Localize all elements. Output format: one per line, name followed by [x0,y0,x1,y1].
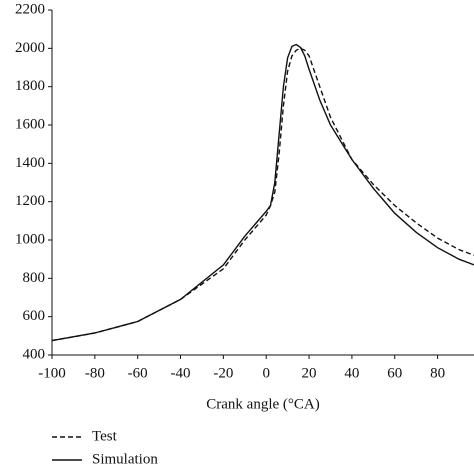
series-line [51,43,474,342]
x-tick-label: -20 [213,365,233,381]
x-tick-label: -60 [128,365,148,381]
y-tick-label: 2200 [15,1,45,17]
series-line [51,47,474,342]
y-tick-label: 1800 [15,78,45,94]
x-tick-label: 60 [387,365,402,381]
x-tick-label: -100 [38,365,66,381]
y-tick-label: 2000 [15,40,45,56]
legend-label: Test [92,428,118,444]
y-tick-label: 1400 [15,155,45,171]
x-tick-label: 0 [262,365,270,381]
y-tick-label: 800 [23,270,46,286]
y-tick-label: 1000 [15,231,45,247]
x-axis-label: Crank angle (°CA) [206,396,319,412]
y-tick-label: 400 [23,346,46,362]
x-tick-label: 80 [430,365,445,381]
y-tick-label: 1600 [15,116,45,132]
y-tick-label: 1200 [15,193,45,209]
x-tick-label: 20 [302,365,317,381]
x-tick-label: -40 [171,365,191,381]
x-tick-label: -80 [85,365,105,381]
y-tick-label: 600 [23,308,46,324]
legend-label: Simulation [92,451,158,467]
x-tick-label: 40 [344,365,359,381]
